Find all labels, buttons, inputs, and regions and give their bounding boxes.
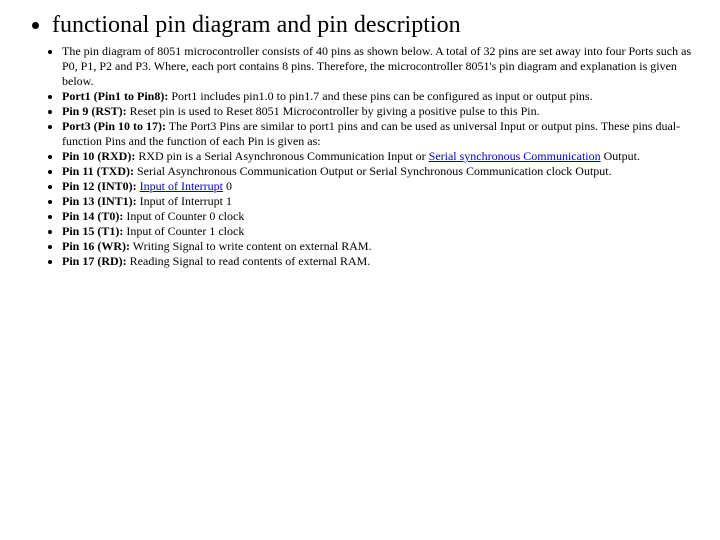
pin-label: Pin 11 (TXD): (62, 164, 134, 178)
body-item-8: Pin 14 (T0): Input of Counter 0 clock (62, 209, 700, 224)
body-item-4: Pin 10 (RXD): RXD pin is a Serial Asynch… (62, 149, 700, 164)
inline-link[interactable]: Serial synchronous Communication (429, 149, 601, 163)
pin-label: Pin 12 (INT0): (62, 179, 137, 193)
body-text: The pin diagram of 8051 microcontroller … (62, 44, 691, 88)
body-item-9: Pin 15 (T1): Input of Counter 1 clock (62, 224, 700, 239)
body-text: Port1 includes pin1.0 to pin1.7 and thes… (168, 89, 592, 103)
body-item-5: Pin 11 (TXD): Serial Asynchronous Commun… (62, 164, 700, 179)
body-item-10: Pin 16 (WR): Writing Signal to write con… (62, 239, 700, 254)
body-text: Reset pin is used to Reset 8051 Microcon… (127, 104, 540, 118)
body-item-0: The pin diagram of 8051 microcontroller … (62, 44, 700, 89)
body-text: Input of Counter 0 clock (123, 209, 244, 223)
pin-label: Pin 10 (RXD): (62, 149, 135, 163)
body-item-1: Port1 (Pin1 to Pin8): Port1 includes pin… (62, 89, 700, 104)
body-text: RXD pin is a Serial Asynchronous Communi… (135, 149, 428, 163)
pin-label: Pin 16 (WR): (62, 239, 130, 253)
body-text: Reading Signal to read contents of exter… (127, 254, 371, 268)
pin-label: Pin 17 (RD): (62, 254, 127, 268)
inline-link[interactable]: Input of Interrupt (140, 179, 223, 193)
body-text: Input of Interrupt 1 (137, 194, 232, 208)
body-text: Serial Asynchronous Communication Output… (134, 164, 612, 178)
body-list: The pin diagram of 8051 microcontroller … (20, 44, 700, 269)
body-item-3: Port3 (Pin 10 to 17): The Port3 Pins are… (62, 119, 700, 149)
pin-label: Pin 14 (T0): (62, 209, 123, 223)
pin-label: Pin 9 (RST): (62, 104, 127, 118)
pin-label: Port3 (Pin 10 to 17): (62, 119, 166, 133)
body-item-6: Pin 12 (INT0): Input of Interrupt 0 (62, 179, 700, 194)
body-text: 0 (223, 179, 232, 193)
body-item-11: Pin 17 (RD): Reading Signal to read cont… (62, 254, 700, 269)
body-text: Output. (601, 149, 640, 163)
pin-label: Pin 13 (INT1): (62, 194, 137, 208)
slide-root: { "title": "functional pin diagram and p… (0, 0, 720, 540)
body-item-7: Pin 13 (INT1): Input of Interrupt 1 (62, 194, 700, 209)
body-text: Writing Signal to write content on exter… (130, 239, 372, 253)
body-item-2: Pin 9 (RST): Reset pin is used to Reset … (62, 104, 700, 119)
pin-label: Port1 (Pin1 to Pin8): (62, 89, 168, 103)
top-list: functional pin diagram and pin descripti… (20, 10, 700, 40)
slide-title: functional pin diagram and pin descripti… (52, 10, 700, 40)
pin-label: Pin 15 (T1): (62, 224, 123, 238)
body-text: Input of Counter 1 clock (123, 224, 244, 238)
